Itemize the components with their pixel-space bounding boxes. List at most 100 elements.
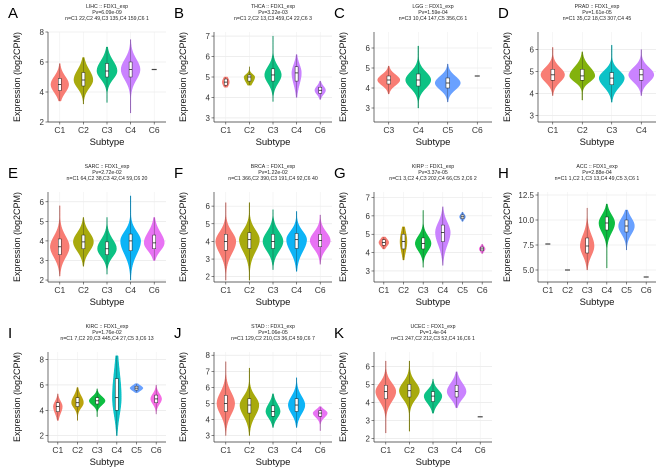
violin-c3 (598, 44, 625, 103)
x-tick-label: C4 (291, 445, 302, 455)
x-tick-label: C6 (315, 125, 326, 135)
panel-counts: n=C1 1,C2 1,C3 13,C4 49,C5 3,C6 1 (555, 176, 640, 182)
violin-c4 (120, 195, 141, 281)
x-axis-title: Subtype (256, 297, 291, 308)
panel-letter: D (498, 5, 509, 22)
x-tick-label: C3 (268, 125, 279, 135)
x-tick-label: C6 (315, 285, 326, 295)
y-axis-title: Expression (log2CPM) (12, 352, 22, 442)
violin-c1 (222, 76, 230, 88)
y-tick-label: 5 (366, 230, 371, 239)
y-tick-label: 6 (40, 198, 45, 207)
x-tick-label: C6 (315, 445, 326, 455)
panel-header: STAD :: FDX1_exp (251, 324, 295, 330)
x-tick-label: C6 (472, 125, 483, 135)
panel-counts: n=C3 10,C4 147,C5 356,C6 1 (399, 16, 468, 22)
y-axis-title: Expression (log2CPM) (502, 32, 512, 122)
x-tick-label: C1 (220, 445, 231, 455)
y-tick-label: 12.5 (518, 191, 534, 200)
x-tick-label: C1 (220, 285, 231, 295)
y-tick-label: 8 (40, 28, 45, 37)
panel-header: PRAD :: FDX1_exp (575, 4, 620, 10)
panel-counts: n=C1 7,C2 20,C3 445,C4 27,C5 3,C6 13 (60, 336, 153, 342)
x-axis-title: Subtype (90, 137, 125, 148)
x-tick-label: C1 (542, 285, 553, 295)
panel-header: LGG :: FDX1_exp (412, 4, 453, 10)
panel-counts: n=C1 129,C2 210,C3 36,C4 59,C6 7 (231, 336, 315, 342)
y-axis-title: Expression (log2CPM) (338, 352, 348, 442)
y-tick-label: 4 (366, 249, 371, 258)
panel-pvalue: Pv=3.37e-05 (418, 170, 448, 176)
x-tick-label: C2 (244, 445, 255, 455)
panel-letter: F (174, 165, 183, 182)
panel-letter: C (334, 5, 345, 22)
panel-letter: I (8, 325, 12, 342)
y-tick-label: 5 (206, 73, 211, 82)
y-axis-title: Expression (log2CPM) (178, 192, 188, 282)
panel-letter: J (174, 325, 182, 342)
x-tick-label: C3 (102, 285, 113, 295)
x-tick-label: C3 (102, 125, 113, 135)
y-tick-label: 3 (206, 114, 211, 123)
y-tick-label: 5 (366, 64, 371, 73)
panel-header: THCA :: FDX1_exp (251, 4, 295, 10)
panel-pvalue: Pv=1.06e-05 (258, 330, 288, 336)
x-tick-label: C2 (78, 125, 89, 135)
violin-c2 (73, 217, 94, 267)
box (384, 385, 388, 400)
y-tick-label: 6 (530, 46, 535, 55)
x-tick-label: C3 (582, 285, 593, 295)
violin-c3 (265, 393, 281, 428)
y-tick-label: 2 (206, 273, 211, 282)
x-tick-label: C2 (577, 125, 588, 135)
violin-c4 (405, 45, 432, 109)
x-tick-label: C1 (378, 285, 389, 295)
violin-c2 (399, 226, 408, 261)
x-axis-title: Subtype (580, 137, 615, 148)
panel-letter: G (334, 165, 346, 182)
y-tick-label: 6 (40, 381, 45, 390)
y-tick-label: 6 (40, 58, 45, 67)
panel-pvalue: Pv=2.72e-02 (92, 170, 122, 176)
y-tick-label: 6 (366, 212, 371, 221)
x-tick-label: C6 (477, 285, 488, 295)
panel-header: SARC :: FDX1_exp (85, 164, 130, 170)
x-tick-label: C3 (383, 125, 394, 135)
panel-letter: B (174, 5, 184, 22)
violin-c4 (112, 355, 122, 436)
x-tick-label: C6 (641, 285, 652, 295)
violin-c4 (291, 54, 302, 98)
x-tick-label: C3 (606, 125, 617, 135)
y-tick-label: 8 (206, 351, 211, 360)
y-tick-label: 7 (206, 32, 211, 41)
x-tick-label: C1 (54, 125, 65, 135)
x-tick-label: C2 (244, 285, 255, 295)
y-tick-label: 3 (366, 267, 371, 276)
y-tick-label: 2 (40, 432, 45, 441)
x-tick-label: C4 (291, 285, 302, 295)
y-tick-label: 8 (40, 356, 45, 365)
box (271, 405, 275, 417)
x-tick-label: C4 (601, 285, 612, 295)
violin-c2 (243, 66, 255, 86)
panel-counts: n=C1 366,C2 390,C3 191,C4 92,C6 40 (228, 176, 318, 182)
x-tick-label: C4 (413, 125, 424, 135)
y-tick-label: 3 (206, 255, 211, 264)
y-tick-label: 4 (40, 237, 45, 246)
panel-pvalue: Pv=3.22e-03 (258, 10, 288, 16)
panel-pvalue: Pv=2.88e-04 (582, 170, 612, 176)
x-tick-label: C6 (149, 125, 160, 135)
violin-c2 (569, 51, 596, 101)
x-tick-label: C6 (475, 445, 486, 455)
x-axis-title: Subtype (90, 457, 125, 468)
box (56, 402, 60, 412)
y-axis-title: Expression (log2CPM) (338, 192, 348, 282)
violin-c4 (628, 49, 655, 96)
box (454, 385, 459, 398)
violin-c3 (89, 388, 106, 417)
box (605, 216, 609, 231)
